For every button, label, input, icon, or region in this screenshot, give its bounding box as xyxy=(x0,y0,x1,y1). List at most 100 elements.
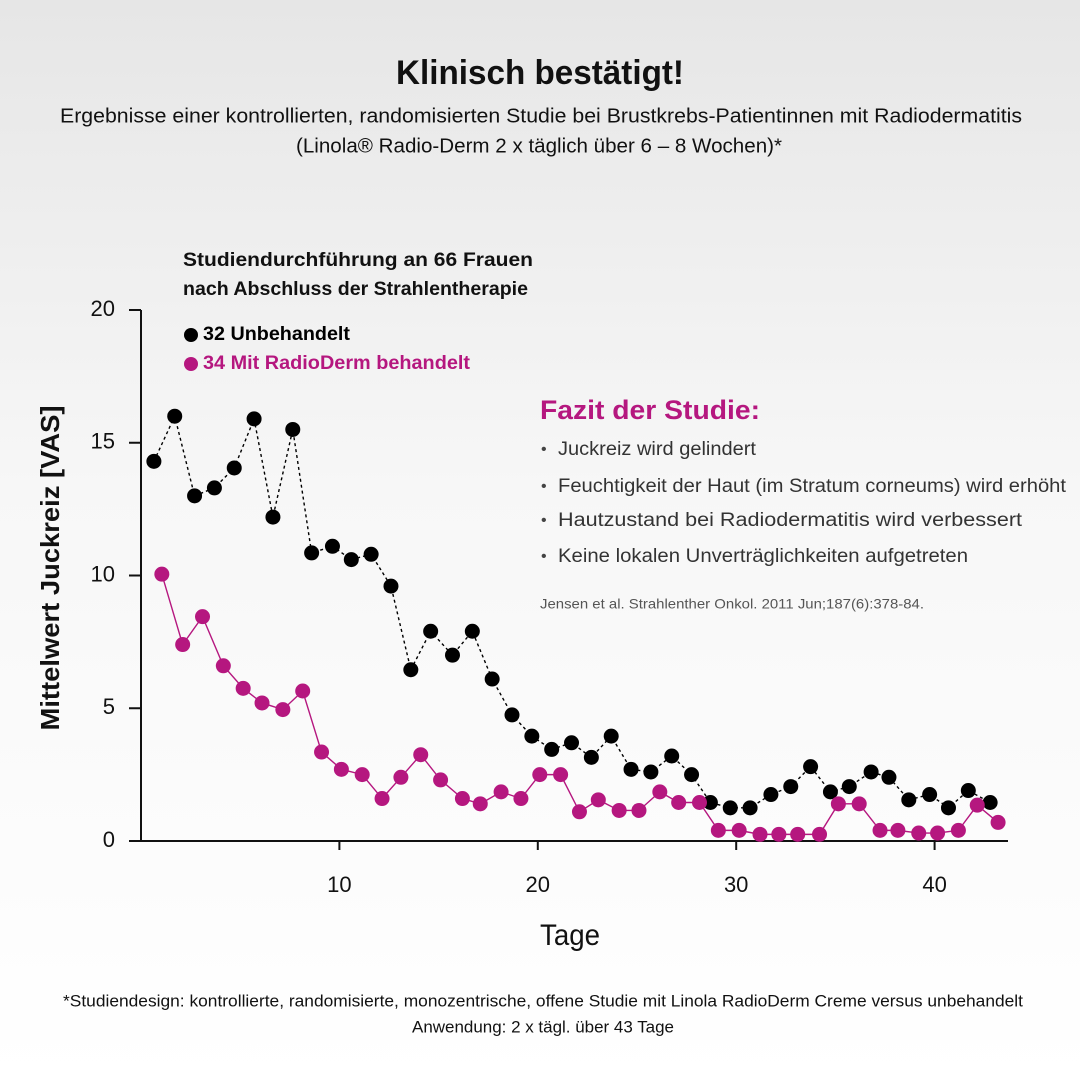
data-point xyxy=(187,488,203,504)
data-point xyxy=(175,637,191,653)
legend-label: 32 Unbehandelt xyxy=(203,324,351,345)
data-point xyxy=(333,761,349,777)
data-point xyxy=(564,735,580,751)
data-point xyxy=(731,822,747,838)
data-point xyxy=(841,779,857,795)
data-point xyxy=(403,662,419,678)
y-tick-label: 20 xyxy=(91,296,115,321)
data-point xyxy=(822,784,838,800)
data-point xyxy=(830,796,846,812)
data-point xyxy=(295,683,311,699)
data-point xyxy=(544,741,560,757)
study-note: nach Abschluss der Strahlentherapie xyxy=(183,279,528,300)
bullets: • Juckreiz wird gelindert • Feuchtigkeit… xyxy=(541,439,1067,567)
data-point xyxy=(742,800,758,816)
x-tick-label: 30 xyxy=(724,872,748,897)
footnote: *Studiendesign: kontrollierte, randomisi… xyxy=(63,991,1023,1010)
data-point xyxy=(354,767,370,783)
data-point xyxy=(433,772,449,788)
data-point xyxy=(484,671,500,687)
data-point xyxy=(790,826,806,842)
y-tick-label: 15 xyxy=(91,429,115,454)
data-point xyxy=(454,791,470,807)
legend-label: 34 Mit RadioDerm behandelt xyxy=(203,353,471,374)
data-point xyxy=(393,769,409,785)
data-point xyxy=(911,825,927,841)
data-point xyxy=(863,764,879,780)
y-tick-label: 10 xyxy=(91,561,115,586)
data-point xyxy=(691,795,707,811)
data-point xyxy=(215,658,231,674)
data-point xyxy=(493,784,509,800)
x-tick-label: 20 xyxy=(526,872,550,897)
data-point xyxy=(304,545,320,561)
subtitle: Ergebnisse einer kontrollierten, randomi… xyxy=(60,105,1022,127)
data-point xyxy=(611,802,627,818)
data-point xyxy=(752,826,768,842)
bullet-dot: • xyxy=(541,512,547,529)
x-tick-label: 10 xyxy=(327,872,351,897)
data-point xyxy=(722,800,738,816)
data-point xyxy=(684,767,700,783)
data-point xyxy=(146,453,162,469)
data-point xyxy=(504,707,520,723)
data-point xyxy=(603,728,619,744)
bullet-dot: • xyxy=(541,478,547,495)
data-point xyxy=(532,767,548,783)
data-point xyxy=(206,480,222,496)
data-point xyxy=(314,744,330,760)
data-point xyxy=(710,822,726,838)
footnote: Anwendung: 2 x tägl. über 43 Tage xyxy=(412,1017,674,1036)
data-point xyxy=(265,509,281,525)
data-point xyxy=(950,822,966,838)
data-point xyxy=(783,779,799,795)
data-point xyxy=(930,825,946,841)
data-point xyxy=(513,791,529,807)
data-point xyxy=(324,538,340,554)
data-point xyxy=(254,695,270,711)
data-point xyxy=(990,814,1006,830)
data-point xyxy=(553,767,569,783)
bullet-text: Keine lokalen Unverträglichkeiten aufget… xyxy=(558,546,968,567)
data-point xyxy=(643,764,659,780)
data-point xyxy=(226,460,242,476)
data-point xyxy=(246,411,262,427)
data-point xyxy=(623,761,639,777)
study-note: Studiendurchführung an 66 Frauen xyxy=(183,250,533,271)
y-tick-label: 0 xyxy=(103,827,115,852)
legend-marker xyxy=(184,328,198,342)
data-point xyxy=(771,826,787,842)
conclusion-title: Fazit der Studie: xyxy=(540,395,760,425)
data-point xyxy=(571,804,587,820)
data-point xyxy=(583,749,599,765)
data-point xyxy=(444,647,460,663)
y-tick-label: 5 xyxy=(103,694,115,719)
x-axis-label: Tage xyxy=(540,919,600,952)
data-point xyxy=(969,797,985,813)
bullet-dot: • xyxy=(541,441,547,458)
citation: Jensen et al. Strahlenther Onkol. 2011 J… xyxy=(540,596,924,612)
data-point xyxy=(154,566,170,582)
data-point xyxy=(664,748,680,764)
bullet-text: Juckreiz wird gelindert xyxy=(558,439,757,460)
bullet-text: Hautzustand bei Radiodermatitis wird ver… xyxy=(558,510,1023,531)
data-point xyxy=(763,787,779,803)
data-point xyxy=(413,747,429,763)
data-point xyxy=(195,609,211,625)
data-point xyxy=(167,408,183,424)
data-point xyxy=(235,680,251,696)
data-point xyxy=(960,783,976,799)
data-point xyxy=(652,784,668,800)
data-point xyxy=(872,822,888,838)
data-point xyxy=(812,826,828,842)
bullet-text: Feuchtigkeit der Haut (im Stratum corneu… xyxy=(558,476,1067,497)
subtitle: (Linola® Radio-Derm 2 x täglich über 6 –… xyxy=(296,135,782,157)
data-point xyxy=(275,702,291,718)
y-axis-label: Mittelwert Juckreiz [VAS] xyxy=(35,406,65,731)
data-point xyxy=(803,759,819,775)
title: Klinisch bestätigt! xyxy=(396,54,684,92)
data-point xyxy=(285,421,301,437)
data-point xyxy=(472,796,488,812)
